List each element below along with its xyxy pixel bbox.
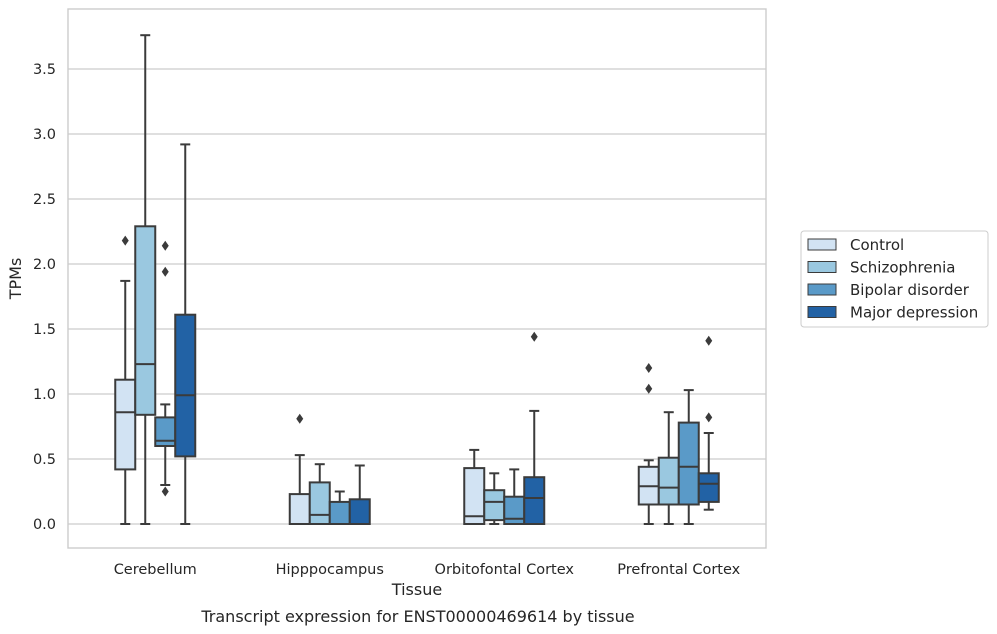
x-tick-label: Prefrontal Cortex	[617, 562, 740, 578]
outlier-point	[530, 331, 538, 342]
x-tick-labels: Cerebellum Hipppocampus Orbitofontal Corte…	[114, 562, 741, 578]
legend-swatch	[807, 261, 837, 273]
box-cerebellum-major-depression	[174, 143, 197, 525]
legend-swatch	[807, 283, 837, 296]
outlier-point	[161, 266, 169, 277]
box-prefrontal-cortex-bipolar-disorder	[677, 389, 700, 525]
box-hipppocampus-control	[288, 413, 311, 526]
box-hipppocampus-bipolar-disorder	[328, 490, 351, 525]
outlier-point	[296, 413, 304, 424]
box-iqr	[288, 493, 311, 526]
legend-swatch	[807, 238, 837, 251]
outlier-point	[121, 235, 129, 246]
x-tick-label: Orbitofontal Cortex	[435, 562, 575, 578]
box-iqr	[523, 476, 546, 526]
box-orbitofontal-cortex-major-depression	[523, 331, 546, 526]
legend-label: Bipolar disorder	[850, 281, 970, 299]
box-orbitofontal-cortex-schizophrenia	[483, 472, 506, 525]
legend: Control Schizophrenia Bipolar disorder Majo…	[800, 230, 989, 328]
y-tick-label: 2.5	[33, 192, 56, 208]
box-iqr	[114, 378, 137, 471]
gridlines	[68, 68, 766, 525]
y-tick-label: 0.0	[33, 517, 56, 533]
y-tick-label: 1.0	[33, 387, 56, 403]
y-tick-label: 3.0	[33, 127, 56, 143]
legend-swatch	[807, 306, 837, 318]
box-hipppocampus-schizophrenia	[308, 463, 331, 525]
box-hipppocampus-major-depression	[348, 464, 371, 525]
box-prefrontal-cortex-major-depression	[697, 335, 720, 511]
box-prefrontal-cortex-control	[637, 363, 660, 525]
outlier-point	[705, 335, 713, 346]
box-iqr	[134, 225, 157, 416]
box-orbitofontal-cortex-bipolar-disorder	[503, 468, 526, 526]
box-iqr	[348, 498, 371, 525]
legend-label: Schizophrenia	[850, 259, 955, 277]
box-iqr	[483, 489, 506, 522]
outlier-point	[705, 412, 713, 423]
y-tick-labels: 0.0 0.5 1.0 1.5 2.0 2.5 3.0 3.5	[33, 62, 56, 533]
y-tick-label: 0.5	[33, 452, 56, 468]
legend-label: Major depression	[850, 304, 978, 322]
box-iqr	[328, 500, 351, 525]
plot-frame	[67, 8, 767, 549]
box-prefrontal-cortex-schizophrenia	[657, 411, 680, 525]
box-iqr	[657, 456, 680, 506]
box-iqr	[503, 495, 526, 526]
outlier-point	[161, 486, 169, 497]
y-tick-label: 2.0	[33, 257, 56, 273]
y-tick-label: 1.5	[33, 322, 56, 338]
box-iqr	[697, 472, 720, 503]
y-axis-label: TPMs	[6, 258, 25, 301]
boxes	[114, 34, 720, 526]
legend-label: Control	[850, 236, 904, 254]
y-tick-label: 3.5	[33, 62, 56, 78]
x-tick-label: Hipppocampus	[276, 562, 384, 578]
legend-frame	[800, 230, 989, 328]
x-tick-label: Cerebellum	[114, 562, 197, 578]
box-cerebellum-bipolar-disorder	[154, 240, 177, 497]
outlier-point	[645, 363, 653, 373]
box-orbitofontal-cortex-control	[463, 448, 486, 526]
box-cerebellum-schizophrenia	[134, 34, 157, 525]
box-iqr	[308, 481, 331, 525]
chart-caption: Transcript expression for ENST0000046961…	[200, 607, 634, 626]
x-axis-label: Tissue	[391, 580, 442, 599]
box-iqr	[174, 313, 197, 458]
outlier-point	[161, 240, 169, 251]
box-iqr	[677, 421, 700, 506]
box-cerebellum-control	[114, 235, 137, 525]
outlier-point	[645, 383, 653, 394]
